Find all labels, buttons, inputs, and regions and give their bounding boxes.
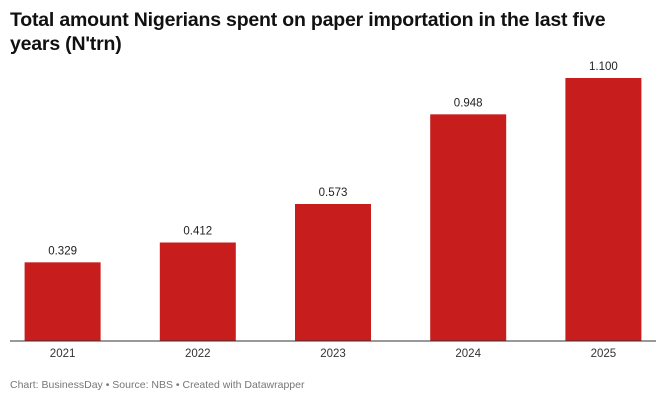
bar	[565, 78, 642, 341]
bar	[24, 262, 101, 341]
chart-title: Total amount Nigerians spent on paper im…	[10, 9, 606, 55]
value-label: 0.948	[454, 97, 483, 109]
x-tick-label: 2021	[50, 348, 76, 360]
value-label: 0.412	[183, 226, 212, 238]
x-tick-label: 2024	[455, 348, 481, 360]
footer: Chart: BusinessDay • Source: NBS • Creat…	[10, 379, 305, 391]
x-tick-label: 2025	[591, 348, 617, 360]
value-label: 1.100	[589, 61, 618, 73]
value-label: 0.573	[319, 187, 348, 199]
x-tick-label: 2022	[185, 348, 211, 360]
bar	[295, 204, 371, 341]
value-label: 0.329	[48, 245, 77, 257]
bar	[159, 242, 236, 341]
x-tick-label: 2023	[320, 348, 346, 360]
bar	[430, 114, 507, 341]
